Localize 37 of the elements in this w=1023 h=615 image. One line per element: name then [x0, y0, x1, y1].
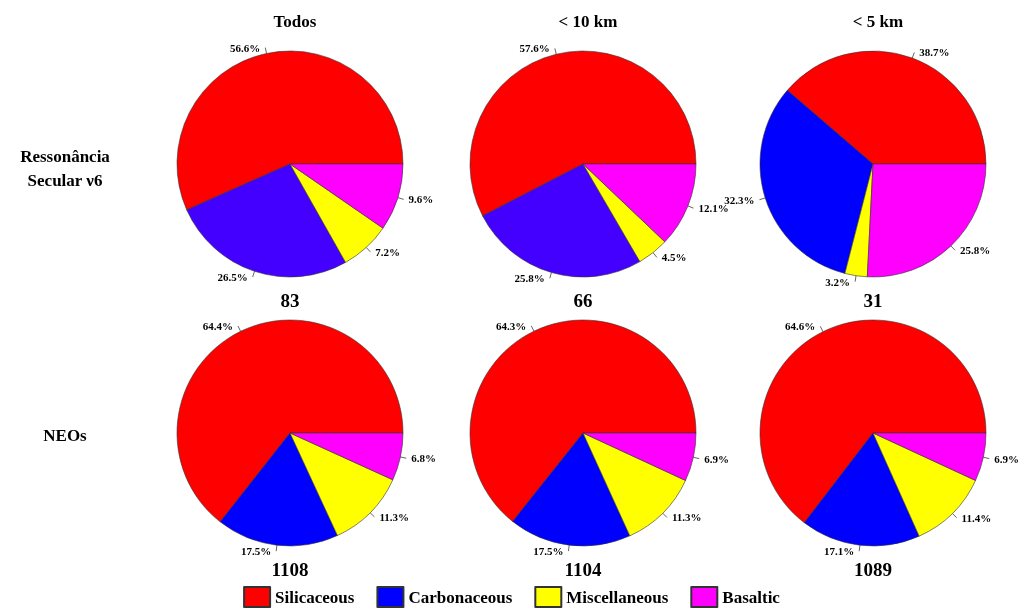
data-label: 4.5% [661, 251, 687, 264]
legend-label: Basaltic [722, 587, 781, 607]
data-label: 7.2% [375, 245, 401, 258]
text: 1108 [271, 559, 309, 580]
data-label: 6.9% [704, 452, 729, 465]
data-label: 11.3% [671, 511, 702, 524]
data-label: 3.2% [825, 275, 851, 288]
text: 1089 [854, 559, 892, 580]
data-label: 9.6% [408, 193, 434, 206]
legend-label: Silicaceous [275, 587, 355, 607]
data-label: 64.3% [496, 319, 527, 332]
text: 66 [573, 290, 593, 311]
data-label: 64.4% [202, 319, 233, 332]
text: 31 [863, 290, 883, 311]
data-label: 38.7% [919, 46, 950, 59]
data-label: 6.9% [994, 452, 1019, 465]
chart-title: < 5 km [852, 12, 904, 31]
legend-label: Miscellaneous [566, 587, 669, 607]
legend-label: Carbonaceous [408, 587, 513, 607]
text: 1104 [564, 559, 602, 580]
data-label: 56.6% [230, 41, 261, 54]
data-label: 17.5% [240, 545, 272, 558]
text: Ressonância Secular ν6 [20, 146, 111, 190]
chart-title: Todos [273, 12, 317, 31]
data-label: 25.8% [960, 244, 991, 257]
chart-title: < 10 km [558, 12, 618, 31]
data-label: 57.6% [519, 42, 550, 55]
data-label: 64.6% [785, 320, 816, 333]
data-label: 11.3% [379, 510, 410, 523]
text: 83 [280, 290, 300, 311]
data-label: 11.4% [961, 511, 992, 524]
data-label: 17.5% [533, 545, 564, 558]
text: NEOs [43, 425, 88, 445]
data-label: 26.5% [217, 270, 248, 283]
data-label: 17.1% [823, 545, 855, 558]
data-label: 25.8% [514, 272, 545, 285]
data-label: 6.8% [411, 452, 437, 465]
